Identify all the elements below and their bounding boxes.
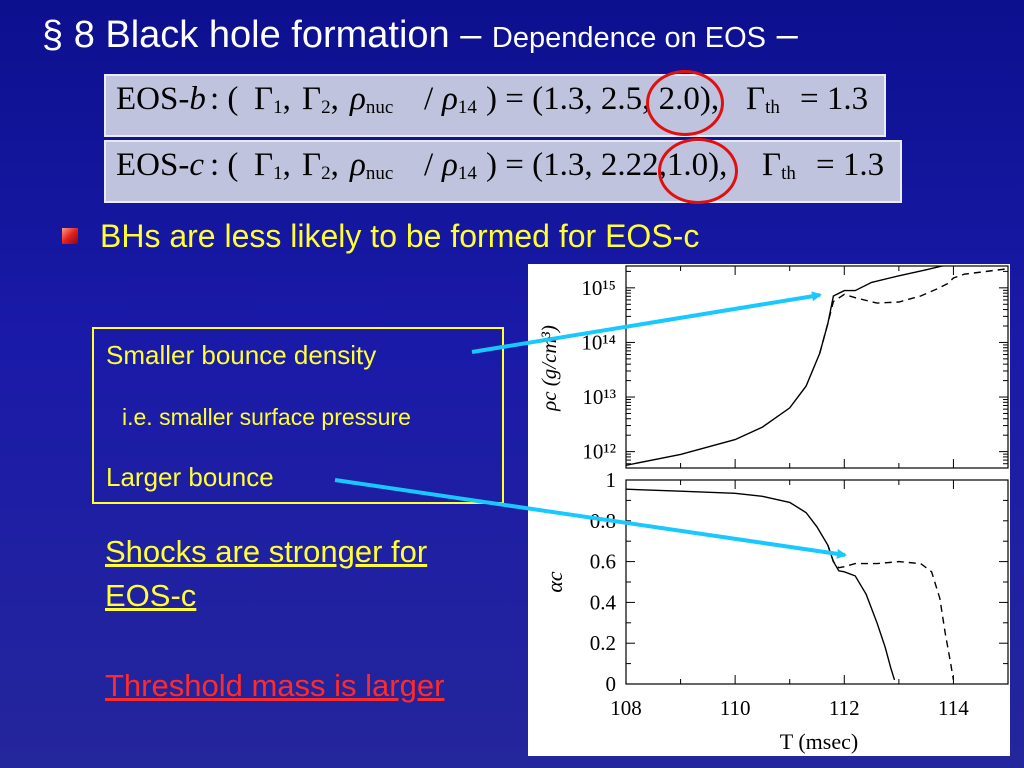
eos-c-gamma-th: Γth (762, 147, 796, 184)
highlight-circle-eos-b (646, 70, 724, 136)
x-tick-label: 112 (829, 696, 860, 720)
y-tick-label: 0.4 (590, 590, 617, 614)
y-tick-label: 0.8 (590, 509, 616, 533)
figure-panel: 108 110 112 114 0 0.2 0.4 0.6 0.8 1 10¹² 10¹³ 10¹⁴ 10… (528, 264, 1010, 756)
eos-b-gamma2: Γ2, (302, 81, 339, 118)
bullet-text: BHs are less likely to be formed for EOS… (100, 218, 700, 254)
eos-c-gamma1: Γ1, (254, 147, 291, 184)
x-tick-label: 110 (720, 696, 751, 720)
eos-c-paren: : ( (210, 147, 239, 183)
y-tick-label: 10¹⁵ (581, 276, 616, 300)
threshold-text: Threshold mass is larger (105, 668, 445, 703)
eos-c-equation-box: EOS-c : ( Γ1, Γ2, ρnuc / ρ14 ) = (1.3, 2… (104, 140, 902, 203)
alpha-curve-solid (626, 488, 896, 681)
eos-b-gamma1: Γ1, (254, 81, 291, 118)
eos-b-gamma-th-value: = 1.3 (800, 81, 869, 117)
highlight-circle-eos-c (658, 138, 738, 204)
shocks-line-1: Shocks are stronger for (105, 534, 428, 569)
top-plot-frame (625, 265, 1009, 469)
eos-b-slash: / (424, 81, 434, 117)
shocks-line-2: EOS-c (105, 578, 197, 613)
bottom-ylabel: αc (542, 571, 567, 593)
eos-c-label: EOS-c (116, 147, 204, 183)
density-curve-dashed (819, 268, 1008, 354)
slide-title: § 8 Black hole formation – Dependence on… (42, 14, 798, 57)
y-tick-label: 0.2 (590, 631, 616, 655)
box-line-larger-bounce: Larger bounce (106, 462, 274, 492)
eos-c-gamma2: Γ2, (302, 147, 339, 184)
y-tick-label: 0.6 (590, 550, 616, 574)
bullet-square-icon (62, 228, 78, 244)
box-line-bounce-density: Smaller bounce density (106, 340, 377, 370)
box-line-surface-pressure: i.e. smaller surface pressure (122, 404, 411, 430)
bottom-plot-frame (625, 479, 1009, 685)
density-curve-solid (626, 266, 946, 466)
x-tick-label: 114 (938, 696, 969, 720)
figure-svg: 108 110 112 114 0 0.2 0.4 0.6 0.8 1 10¹² 10¹³ 10¹⁴ 10… (537, 265, 1009, 754)
eos-c-gamma-th-value: = 1.3 (816, 147, 885, 183)
y-tick-label: 10¹³ (582, 385, 616, 409)
y-tick-label: 10¹² (582, 440, 616, 464)
title-main: § 8 Black hole formation – (42, 14, 482, 56)
bottom-xlabel: T (msec) (780, 729, 858, 754)
top-ylabel: ρc (g/cm³) (537, 325, 561, 412)
title-subtitle: Dependence on EOS (491, 22, 767, 54)
eos-b-rho-14: ρ14 (442, 81, 477, 118)
eos-c-slash: / (424, 147, 434, 183)
y-tick-label: 0 (606, 672, 617, 696)
eos-b-paren: : ( (210, 81, 239, 117)
eos-b-equation-box: EOS-b : ( Γ1, Γ2, ρnuc / ρ14 ) = (1.3, 2… (104, 74, 886, 137)
y-tick-label: 10¹⁴ (581, 330, 616, 354)
alpha-curve-dashed (827, 545, 955, 681)
eos-b-label: EOS-b (116, 81, 206, 117)
x-tick-label: 108 (610, 696, 642, 720)
y-tick-label: 1 (606, 468, 617, 492)
explanation-box (92, 327, 504, 504)
eos-c-rho-nuc: ρnuc (350, 147, 394, 184)
eos-b-rho-nuc: ρnuc (350, 81, 394, 118)
eos-c-rho-14: ρ14 (442, 147, 477, 184)
title-dash: – (776, 14, 798, 56)
eos-b-gamma-th: Γth (746, 81, 780, 118)
